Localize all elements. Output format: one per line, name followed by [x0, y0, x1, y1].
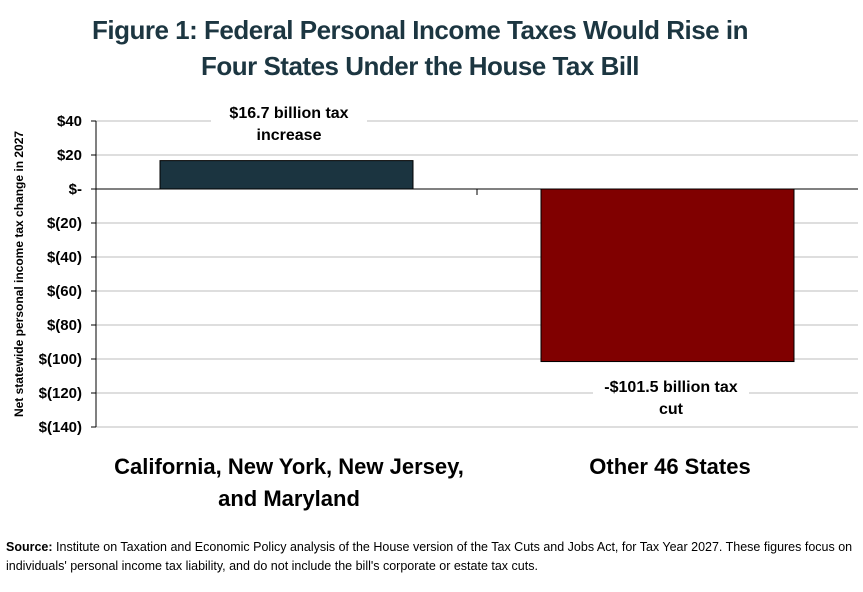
bar [159, 160, 414, 190]
y-tick-label: $(140) [39, 419, 82, 436]
chart-title: Figure 1: Federal Personal Income Taxes … [60, 12, 780, 84]
y-tick-label: $- [69, 181, 82, 198]
y-tick-label: $(100) [39, 351, 82, 368]
y-tick-label: $(120) [39, 385, 82, 402]
chart-title-line-2: Four States Under the House Tax Bill [200, 51, 640, 81]
data-label-background [593, 366, 749, 426]
data-label: cut [659, 401, 684, 418]
chart-title-line-1: Figure 1: Federal Personal Income Taxes … [92, 15, 748, 45]
x-category-label: and Maryland [218, 486, 360, 511]
bars [159, 160, 795, 363]
y-axis-title: Net statewide personal income tax change… [12, 131, 26, 417]
x-category-label: Other 46 States [589, 454, 750, 479]
y-tick-label: $(60) [47, 283, 82, 300]
y-tick-label: $(80) [47, 317, 82, 334]
labels: $40 $20 $- $(20) $(40) $(60) $(80) $(100) $(120)… [12, 97, 751, 511]
data-label: increase [257, 127, 322, 144]
data-label-background [211, 97, 367, 153]
y-tick-label: $40 [57, 113, 82, 130]
source-note: Source: Institute on Taxation and Econom… [6, 538, 856, 576]
data-label: -$101.5 billion tax [604, 379, 737, 396]
data-label: $16.7 billion tax [229, 105, 348, 122]
y-tick-label: $(20) [47, 215, 82, 232]
y-tick-label: $(40) [47, 249, 82, 266]
source-text: Institute on Taxation and Economic Polic… [6, 540, 853, 573]
source-label: Source: [6, 540, 53, 554]
axes [91, 120, 858, 428]
bar-chart: $40 $20 $- $(20) $(40) $(60) $(80) $(100) $(120)… [12, 97, 858, 511]
x-category-label: California, New York, New Jersey, [114, 454, 464, 479]
y-tick-label: $20 [57, 147, 82, 164]
bar [540, 188, 795, 363]
